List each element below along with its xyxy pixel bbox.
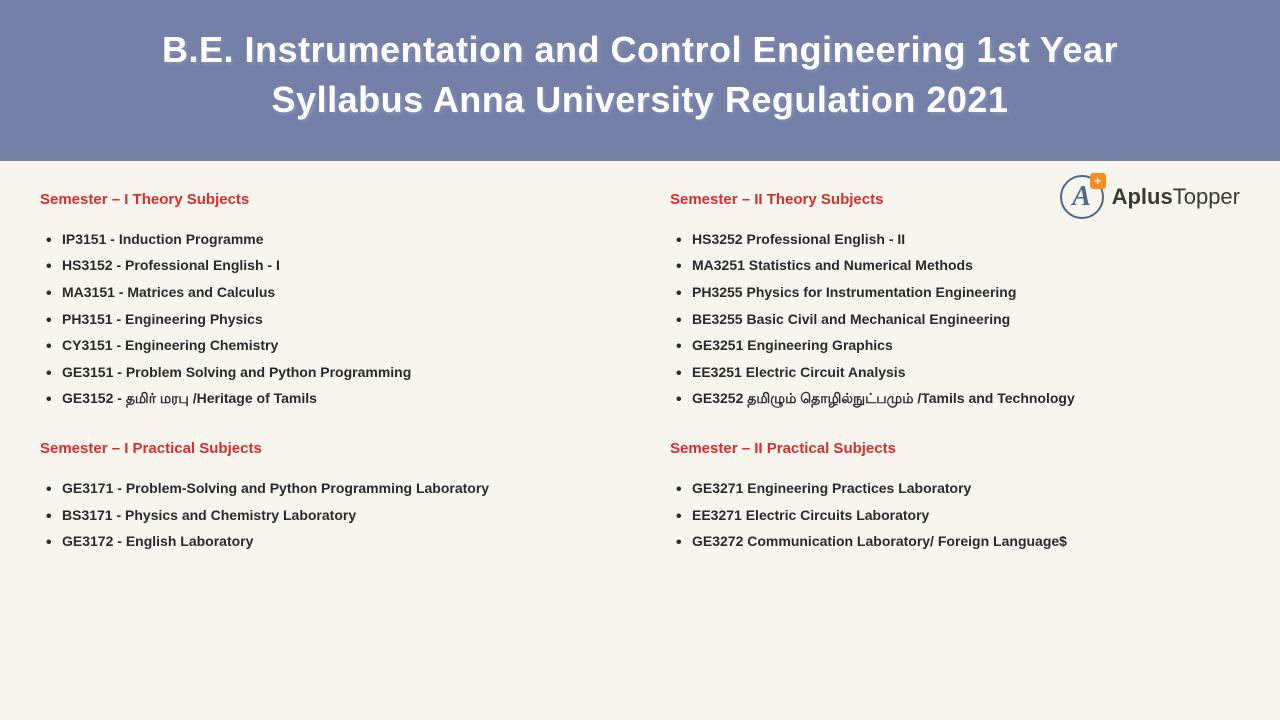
list-item: HS3252 Professional English - II	[670, 226, 1240, 253]
list-item: IP3151 - Induction Programme	[40, 226, 610, 253]
sem2-practical-list: GE3271 Engineering Practices LaboratoryE…	[670, 475, 1240, 555]
list-item: BS3171 - Physics and Chemistry Laborator…	[40, 502, 610, 529]
list-item: PH3255 Physics for Instrumentation Engin…	[670, 279, 1240, 306]
sem2-theory-header: Semester – II Theory Subjects	[670, 191, 1240, 208]
list-item: PH3151 - Engineering Physics	[40, 306, 610, 333]
title-line-2: Syllabus Anna University Regulation 2021	[272, 79, 1009, 120]
semester-1-column: Semester – I Theory Subjects IP3151 - In…	[40, 191, 640, 583]
list-item: GE3271 Engineering Practices Laboratory	[670, 475, 1240, 502]
sem1-practical-header: Semester – I Practical Subjects	[40, 440, 610, 457]
list-item: EE3271 Electric Circuits Laboratory	[670, 502, 1240, 529]
list-item: GE3252 தமிழும் தொழில்நுட்பமும் /Tamils a…	[670, 385, 1240, 412]
sem1-practical-list: GE3171 - Problem-Solving and Python Prog…	[40, 475, 610, 555]
list-item: MA3151 - Matrices and Calculus	[40, 279, 610, 306]
list-item: GE3251 Engineering Graphics	[670, 332, 1240, 359]
list-item: GE3272 Communication Laboratory/ Foreign…	[670, 528, 1240, 555]
sem2-theory-list: HS3252 Professional English - IIMA3251 S…	[670, 226, 1240, 412]
list-item: GE3171 - Problem-Solving and Python Prog…	[40, 475, 610, 502]
semester-2-column: Semester – II Theory Subjects HS3252 Pro…	[640, 191, 1240, 583]
list-item: BE3255 Basic Civil and Mechanical Engine…	[670, 306, 1240, 333]
header-banner: B.E. Instrumentation and Control Enginee…	[0, 0, 1280, 161]
sem1-theory-list: IP3151 - Induction ProgrammeHS3152 - Pro…	[40, 226, 610, 412]
page-title: B.E. Instrumentation and Control Enginee…	[20, 25, 1260, 126]
list-item: CY3151 - Engineering Chemistry	[40, 332, 610, 359]
list-item: GE3151 - Problem Solving and Python Prog…	[40, 359, 610, 386]
list-item: MA3251 Statistics and Numerical Methods	[670, 252, 1240, 279]
list-item: GE3152 - தமிர் மரபு /Heritage of Tamils	[40, 385, 610, 412]
sem1-theory-header: Semester – I Theory Subjects	[40, 191, 610, 208]
title-line-1: B.E. Instrumentation and Control Enginee…	[162, 29, 1118, 70]
list-item: EE3251 Electric Circuit Analysis	[670, 359, 1240, 386]
list-item: GE3172 - English Laboratory	[40, 528, 610, 555]
sem2-practical-header: Semester – II Practical Subjects	[670, 440, 1240, 457]
list-item: HS3152 - Professional English - I	[40, 252, 610, 279]
content-area: Semester – I Theory Subjects IP3151 - In…	[0, 161, 1280, 603]
